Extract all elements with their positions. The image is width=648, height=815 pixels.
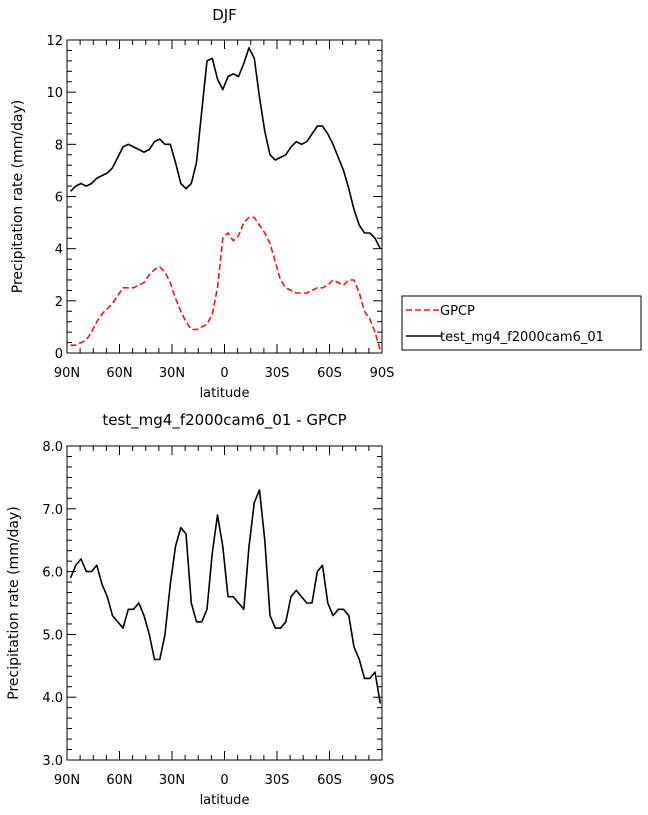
x-tick-label: 30N bbox=[159, 366, 185, 381]
x-tick-label: 60S bbox=[317, 366, 342, 381]
chart-panel-1: DJF 0 2 4 6 8 10 12 90N 60N 30N 0 30S 60S 90S latitude P… bbox=[10, 6, 394, 401]
y-tick-label: 7.0 bbox=[42, 503, 63, 518]
x-axis-label: latitude bbox=[200, 386, 250, 401]
chart-panel-2: test_mg4_f2000cam6_01 - GPCP 3.0 4.0 5.0 6.0… bbox=[6, 411, 394, 808]
x-tick-label: 90S bbox=[370, 773, 395, 788]
axis-ticks bbox=[66, 39, 383, 354]
chart-title: test_mg4_f2000cam6_01 - GPCP bbox=[102, 411, 346, 430]
y-tick-label: 0 bbox=[55, 347, 63, 362]
x-tick-label: 30N bbox=[159, 773, 185, 788]
y-tick-label: 4 bbox=[55, 243, 63, 258]
legend-label: GPCP bbox=[440, 304, 475, 319]
chart-title: DJF bbox=[212, 6, 237, 24]
y-tick-label: 6.0 bbox=[42, 566, 63, 581]
legend: GPCP test_mg4_f2000cam6_01 bbox=[401, 295, 642, 351]
x-tick-label: 0 bbox=[220, 773, 228, 788]
series-line-gpcp bbox=[70, 216, 382, 351]
x-tick-label: 30S bbox=[265, 773, 290, 788]
x-tick-label: 60N bbox=[106, 366, 132, 381]
axis-ticks bbox=[66, 445, 383, 761]
series-line-difference bbox=[69, 489, 382, 704]
x-axis-label: latitude bbox=[200, 793, 250, 808]
x-tick-label: 90S bbox=[370, 366, 395, 381]
y-tick-label: 4.0 bbox=[42, 691, 63, 706]
y-tick-label: 8 bbox=[55, 138, 63, 153]
y-axis-label: Precipitation rate (mm/day) bbox=[6, 506, 22, 700]
x-tick-label: 60S bbox=[317, 773, 342, 788]
y-tick-label: 8.0 bbox=[42, 440, 63, 455]
y-axis-label: Precipitation rate (mm/day) bbox=[10, 100, 26, 294]
y-tick-label: 5.0 bbox=[42, 628, 63, 643]
legend-box bbox=[401, 295, 642, 351]
y-tick-label: 10 bbox=[46, 86, 63, 101]
y-tick-label: 3.0 bbox=[42, 754, 63, 769]
y-tick-label: 12 bbox=[46, 34, 63, 49]
legend-label: test_mg4_f2000cam6_01 bbox=[440, 330, 604, 345]
series-line-test-mg4-f2000cam6-01 bbox=[69, 46, 382, 250]
plot-frame bbox=[66, 445, 383, 761]
x-tick-label: 90N bbox=[54, 773, 80, 788]
x-tick-label: 60N bbox=[106, 773, 132, 788]
y-tick-label: 6 bbox=[55, 191, 63, 206]
x-tick-label: 0 bbox=[220, 366, 228, 381]
x-tick-label: 90N bbox=[54, 366, 80, 381]
y-tick-label: 2 bbox=[55, 295, 63, 310]
x-tick-label: 30S bbox=[265, 366, 290, 381]
